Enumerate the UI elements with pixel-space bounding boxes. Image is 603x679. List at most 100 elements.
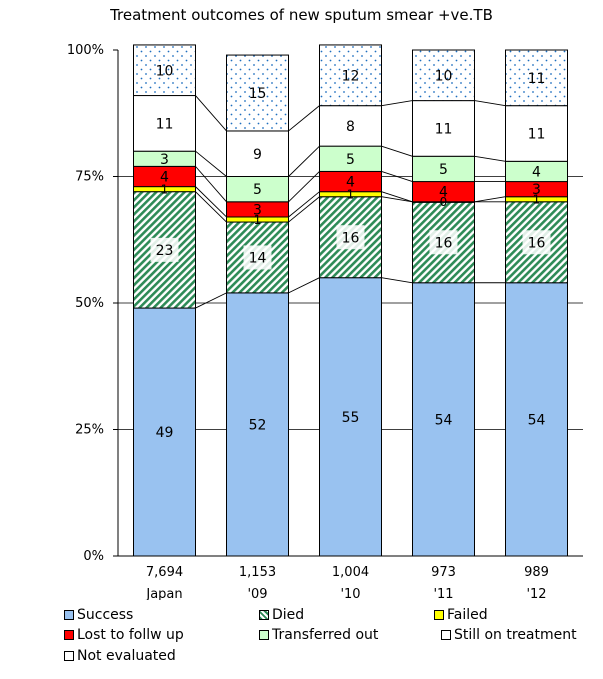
y-tick-label: 0% [83,549,104,564]
data-label: 1 [533,193,541,207]
bar-segment-not-evaluated [319,44,382,107]
legend-swatch [64,651,74,661]
category-label: '12 [526,587,546,600]
y-tick-label: 100% [67,43,104,58]
legend-label: Transferred out [272,627,379,643]
count-label: 7,694 [146,565,183,580]
series-connector [474,196,506,203]
data-label: 8 [346,119,355,135]
y-tick-label: 50% [75,296,104,311]
count-label: 973 [431,565,456,580]
category-label: Japan [145,587,182,600]
data-label: 11 [528,71,546,87]
data-label: 1 [254,213,262,227]
series-connector [474,100,506,107]
data-label: 5 [253,182,262,198]
bar-segment-not-evaluated [226,54,289,132]
legend-swatch [64,630,74,640]
series-connector [195,191,227,223]
bar-segment-not-evaluated [412,49,475,102]
data-label: 23 [156,243,174,259]
series-connector [381,191,413,203]
data-label: 16 [528,235,546,251]
series-connector [288,105,320,132]
bar-segment-success [133,307,196,557]
legend-label: Success [77,607,134,623]
series-connector [381,277,413,284]
data-label: 5 [346,152,355,168]
bar-segment-not-evaluated [133,44,196,97]
data-label: 1 [161,182,169,196]
bar-segment-still-on-treatment [412,100,475,157]
legend-item: Died [259,607,304,623]
series-connector [288,191,320,218]
legend-item: Still on treatment [441,627,577,643]
series-connector [195,150,227,177]
category-label: '11 [433,587,453,600]
series-connector [288,196,320,223]
category-label: '09 [247,587,267,600]
legend-item: Transferred out [259,627,378,643]
data-label: 0 [440,195,448,209]
count-label: 1,004 [332,565,369,580]
bar-segment-still-on-treatment [133,95,196,152]
legend-swatch [64,610,74,620]
data-label: 3 [160,152,169,168]
count-label: 989 [524,565,549,580]
data-label: 10 [156,63,174,79]
legend-label: Failed [447,607,488,623]
series-connector [381,196,413,203]
legend-swatch [259,610,269,620]
data-label: 3 [253,202,262,218]
chart-title: Treatment outcomes of new sputum smear +… [110,6,493,24]
data-label: 5 [439,162,448,178]
count-label: 1,153 [239,565,276,580]
data-label: 49 [156,425,174,441]
bar-segment-not-evaluated [505,49,568,107]
legend-item: Not evaluated [64,648,176,664]
legend-swatch [441,630,451,640]
series-connector [288,171,320,203]
legend-label: Lost to follw up [77,627,184,643]
data-label: 55 [342,410,360,426]
series-connector [381,145,413,157]
label-backdrop [429,230,458,255]
bar-segment-success [226,292,289,557]
bar-segment-still-on-treatment [505,105,568,162]
data-label: 4 [346,175,355,191]
data-label: 11 [528,127,546,143]
label-backdrop [336,225,365,250]
data-label: 54 [435,412,453,428]
bar-segment-success [319,277,382,557]
data-label: 52 [249,417,267,433]
bar-segment-transferred-out [412,155,475,183]
data-label: 4 [532,164,541,180]
data-label: 4 [160,170,169,186]
category-label: '10 [340,587,360,600]
series-connector [288,277,320,294]
series-connector [195,186,227,218]
data-label: 15 [249,86,267,102]
y-tick-label: 75% [75,170,104,185]
series-connector [288,145,320,177]
series-connector [195,292,227,309]
data-label: 54 [528,412,546,428]
series-connector [381,100,413,107]
data-label: 3 [532,182,541,198]
legend-label: Still on treatment [454,627,577,643]
data-label: 14 [249,251,267,267]
label-backdrop [243,245,272,270]
data-label: 11 [435,121,453,137]
data-label: 4 [439,185,448,201]
series-connector [381,171,413,182]
data-label: 12 [342,68,360,84]
legend-item: Lost to follw up [64,627,184,643]
series-connector [195,95,227,132]
y-tick-label: 25% [75,423,104,438]
label-backdrop [150,237,179,262]
data-label: 16 [435,235,453,251]
data-label: 16 [342,230,360,246]
label-backdrop [522,230,551,255]
legend-label: Died [272,607,305,623]
data-label: 10 [435,68,453,84]
